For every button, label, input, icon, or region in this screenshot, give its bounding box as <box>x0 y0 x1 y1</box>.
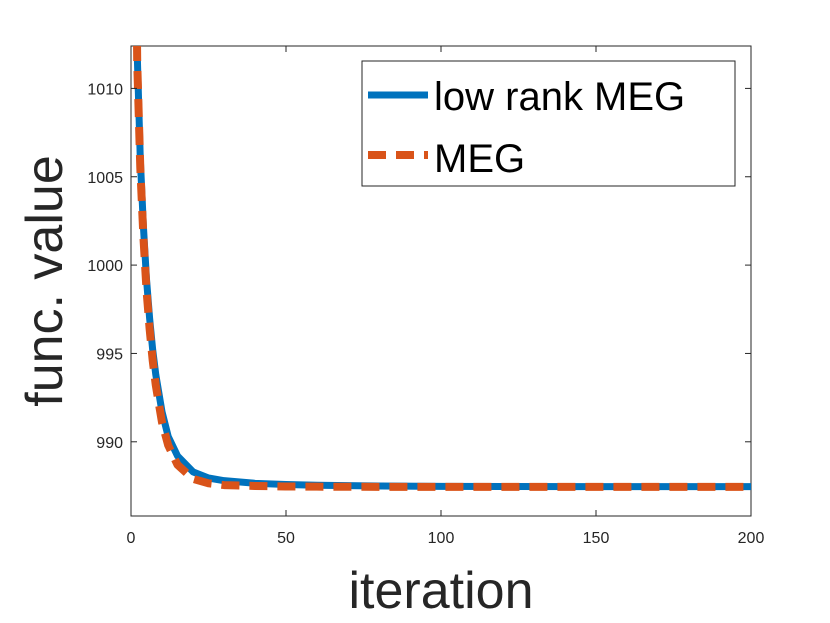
x-axis-label: iteration <box>349 562 534 620</box>
y-tick-label: 1005 <box>87 170 123 187</box>
y-tick-label: 990 <box>96 435 123 452</box>
y-tick-label: 1010 <box>87 81 123 98</box>
x-tick-label: 200 <box>738 530 765 547</box>
x-tick-label: 50 <box>277 530 295 547</box>
y-axis-label: func. value <box>16 155 74 407</box>
series-line-meg <box>133 46 751 491</box>
ticks-layer: 0 50 100 150 200 990 995 1000 1005 1010 <box>87 46 764 547</box>
y-tick-label: 995 <box>96 346 123 363</box>
series-layer <box>133 46 751 491</box>
x-tick-label: 0 <box>127 530 136 547</box>
y-tick-label: 1000 <box>87 258 123 275</box>
x-tick-label: 150 <box>583 530 610 547</box>
legend-label-low-rank-meg: low rank MEG <box>434 75 685 119</box>
legend-box <box>361 60 736 187</box>
legend: low rank MEG MEG <box>361 60 736 187</box>
x-tick-label: 100 <box>428 530 455 547</box>
legend-label-meg: MEG <box>434 137 525 181</box>
